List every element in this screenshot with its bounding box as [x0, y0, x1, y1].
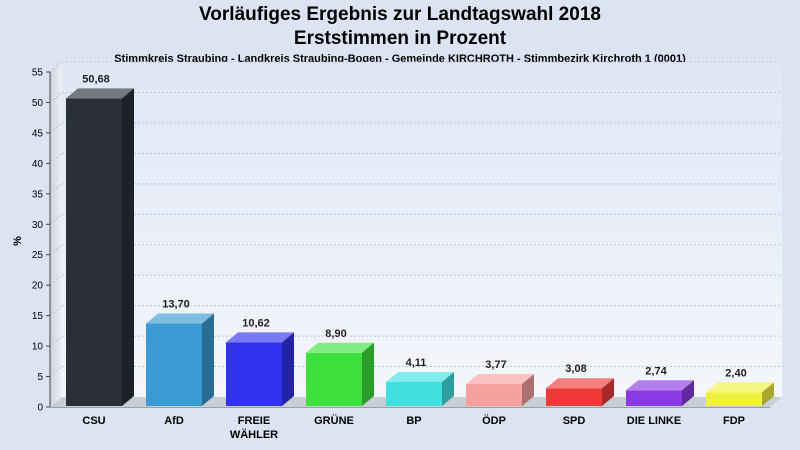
bar-top [546, 378, 614, 389]
y-tick-label: 20 [32, 281, 44, 292]
bar-front [146, 323, 202, 406]
grid-line [49, 152, 63, 164]
bar-front [546, 388, 602, 406]
bar-front [66, 98, 122, 406]
bar [306, 342, 374, 406]
bar-value-label: 3,08 [565, 363, 586, 375]
grid-line [49, 61, 63, 73]
grid-line [49, 305, 63, 317]
bar-side [122, 88, 134, 406]
bar-value-label: 2,74 [645, 365, 667, 377]
grid-line [49, 244, 63, 256]
bar [386, 371, 454, 406]
y-tick-label: 50 [32, 98, 44, 109]
grid-line [49, 122, 63, 134]
bar-top [706, 382, 774, 393]
bar-front [226, 342, 282, 406]
bar-value-label: 10,62 [242, 317, 270, 329]
y-tick-label: 40 [32, 159, 44, 170]
bar [66, 88, 134, 406]
bar [706, 382, 774, 406]
y-tick-label: 45 [32, 128, 44, 139]
grid-line [49, 366, 63, 377]
grid-line [49, 213, 63, 225]
bar [146, 313, 214, 406]
x-tick-label: BP [406, 415, 421, 427]
y-tick-label: 25 [32, 250, 44, 261]
bar-value-label: 4,11 [406, 357, 427, 369]
bar-front [626, 390, 682, 406]
y-tick-label: 30 [32, 220, 44, 231]
y-tick-label: 55 [32, 68, 44, 79]
y-tick-label: 10 [32, 342, 44, 353]
x-tick-label: ÖDP [482, 414, 506, 427]
y-tick-label: 5 [37, 372, 43, 383]
bar-side [682, 380, 694, 406]
bar-side [362, 342, 374, 406]
bar-value-label: 50,68 [82, 73, 110, 85]
grid-line [49, 335, 63, 347]
bar-side [282, 332, 294, 406]
grid-line [49, 92, 63, 103]
grid-line [49, 274, 63, 286]
x-tick-label: GRÜNE [314, 414, 354, 427]
x-tick-label: CSU [82, 415, 105, 427]
bar-side [522, 374, 534, 406]
x-tick-label: SPD [563, 415, 586, 427]
bar [226, 332, 294, 406]
bar-top [386, 371, 454, 382]
bar-value-label: 13,70 [162, 299, 190, 311]
bar-side [202, 313, 214, 406]
bar-top [626, 380, 694, 391]
bar-value-label: 8,90 [325, 328, 346, 340]
bar [626, 380, 694, 406]
bar-top [306, 342, 374, 353]
x-tick-label: FDP [723, 415, 745, 427]
x-tick-label: AfD [164, 415, 184, 427]
plot-left-wall [50, 62, 62, 407]
bar-top [466, 374, 534, 385]
x-tick-label: FREIE WÄHLER [230, 415, 278, 441]
bar-side [602, 378, 614, 406]
grid-line [49, 183, 63, 195]
bar [546, 378, 614, 406]
bar [466, 374, 534, 406]
y-tick-label: 15 [32, 311, 44, 322]
bar-side [442, 371, 454, 406]
bar-side [762, 382, 774, 406]
bar-value-label: 3,77 [485, 359, 506, 371]
chart-title-line2: Erststimmen in Prozent [293, 28, 507, 49]
bar-front [386, 381, 442, 406]
bar-front [466, 384, 522, 406]
bar-front [706, 392, 762, 406]
bar-value-label: 2,40 [725, 367, 746, 379]
bar-top [226, 332, 294, 343]
chart-title: Vorläufiges Ergebnis zur Landtagswahl 20… [199, 4, 601, 25]
y-tick-label: 35 [32, 189, 44, 200]
y-axis-label: % [12, 236, 24, 246]
bar-front [306, 352, 362, 406]
y-tick-label: 0 [37, 403, 43, 414]
bar-top [146, 313, 214, 324]
bar-top [66, 88, 134, 99]
x-tick-label: DIE LINKE [627, 415, 681, 427]
